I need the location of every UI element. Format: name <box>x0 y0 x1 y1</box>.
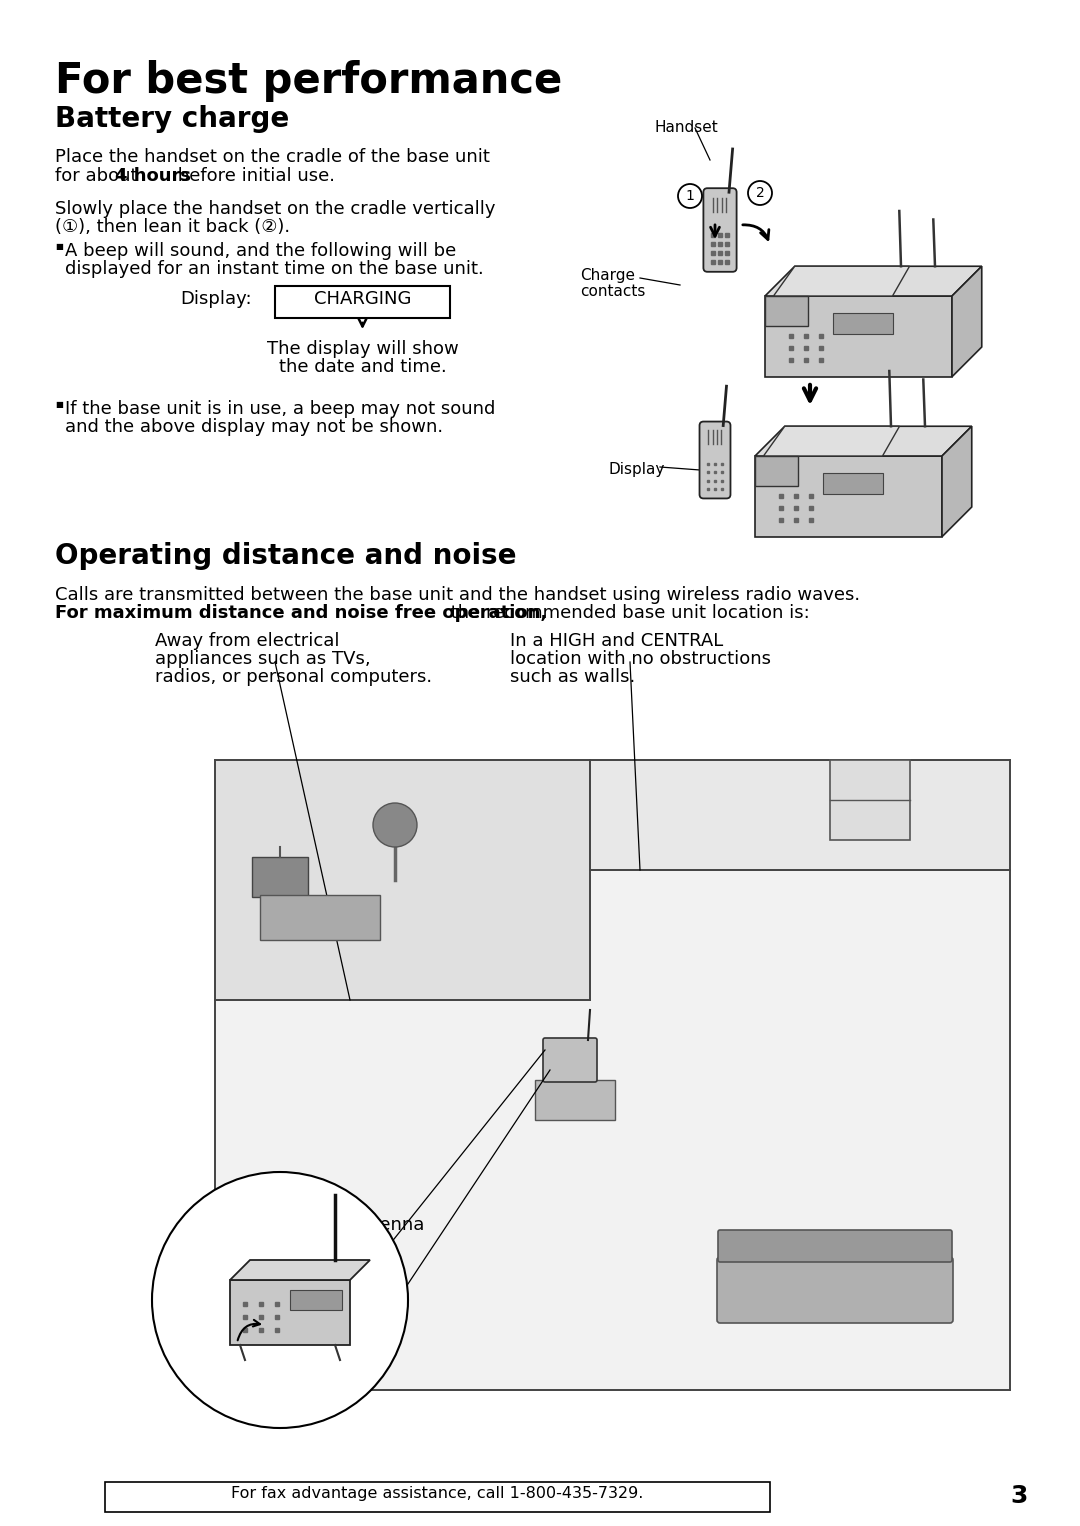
Polygon shape <box>215 760 590 1000</box>
Bar <box>535 1080 615 1120</box>
Polygon shape <box>230 1280 350 1344</box>
Polygon shape <box>230 1260 370 1280</box>
Text: If the base unit is in use, a beep may not sound: If the base unit is in use, a beep may n… <box>65 400 496 418</box>
Text: radios, or personal computers.: radios, or personal computers. <box>156 668 432 687</box>
Text: (①), then lean it back (②).: (①), then lean it back (②). <box>55 218 291 237</box>
Text: Operating distance and noise: Operating distance and noise <box>55 542 516 571</box>
Text: before initial use.: before initial use. <box>172 166 335 185</box>
Text: Calls are transmitted between the base unit and the handset using wireless radio: Calls are transmitted between the base u… <box>55 586 860 604</box>
FancyBboxPatch shape <box>717 1257 953 1323</box>
Polygon shape <box>765 266 982 296</box>
Text: Display: Display <box>608 462 664 478</box>
Text: 1: 1 <box>686 189 694 203</box>
Polygon shape <box>942 426 972 537</box>
Bar <box>252 858 308 897</box>
Polygon shape <box>765 296 808 325</box>
Polygon shape <box>764 426 900 456</box>
Text: Battery charge: Battery charge <box>55 105 289 133</box>
Bar <box>823 473 882 494</box>
Text: For fax advantage assistance, call 1-800-435-7329.: For fax advantage assistance, call 1-800… <box>231 1486 644 1502</box>
Text: appliances such as TVs,: appliances such as TVs, <box>156 650 370 668</box>
Text: such as walls.: such as walls. <box>510 668 635 687</box>
Text: location with no obstructions: location with no obstructions <box>510 650 771 668</box>
Bar <box>291 1289 342 1309</box>
Text: 4 hours: 4 hours <box>114 166 191 185</box>
FancyBboxPatch shape <box>700 421 730 499</box>
Text: For maximum distance and noise free operation,: For maximum distance and noise free oper… <box>55 604 548 623</box>
Polygon shape <box>590 760 1010 870</box>
Text: CHARGING: CHARGING <box>314 290 411 308</box>
Polygon shape <box>765 296 951 377</box>
Polygon shape <box>951 266 982 377</box>
Text: Charge: Charge <box>580 269 635 282</box>
Bar <box>105 1482 770 1512</box>
Text: Handset: Handset <box>654 121 719 134</box>
Bar <box>260 896 380 940</box>
Polygon shape <box>755 456 797 485</box>
Text: the date and time.: the date and time. <box>279 359 446 375</box>
Text: Display:: Display: <box>180 290 252 308</box>
Text: vertically.: vertically. <box>300 1235 387 1251</box>
Text: 3: 3 <box>1011 1483 1028 1508</box>
Text: contacts: contacts <box>580 284 646 299</box>
Text: A beep will sound, and the following will be: A beep will sound, and the following wil… <box>65 243 456 259</box>
Polygon shape <box>755 426 972 456</box>
Text: The display will show: The display will show <box>267 340 458 359</box>
Bar <box>831 760 910 839</box>
Text: For best performance: For best performance <box>55 60 563 102</box>
Circle shape <box>152 1172 408 1428</box>
Bar <box>833 313 892 334</box>
Text: ■: ■ <box>55 400 63 409</box>
Text: and the above display may not be shown.: and the above display may not be shown. <box>65 418 443 436</box>
Text: the recommended base unit location is:: the recommended base unit location is: <box>445 604 810 623</box>
Text: In a HIGH and CENTRAL: In a HIGH and CENTRAL <box>510 632 724 650</box>
Polygon shape <box>773 266 909 296</box>
Text: for about: for about <box>55 166 144 185</box>
Text: Away from electrical: Away from electrical <box>156 632 339 650</box>
FancyBboxPatch shape <box>718 1230 951 1262</box>
Text: displayed for an instant time on the base unit.: displayed for an instant time on the bas… <box>65 259 484 278</box>
Text: Raise the antenna: Raise the antenna <box>260 1216 424 1235</box>
Circle shape <box>373 803 417 847</box>
Bar <box>275 285 450 317</box>
Polygon shape <box>755 456 942 537</box>
Text: 2: 2 <box>756 186 765 200</box>
Text: Slowly place the handset on the cradle vertically: Slowly place the handset on the cradle v… <box>55 200 496 218</box>
Text: Place the handset on the cradle of the base unit: Place the handset on the cradle of the b… <box>55 148 490 166</box>
FancyBboxPatch shape <box>543 1038 597 1082</box>
FancyBboxPatch shape <box>703 188 737 272</box>
Polygon shape <box>215 870 1010 1390</box>
Text: ■: ■ <box>55 243 63 250</box>
